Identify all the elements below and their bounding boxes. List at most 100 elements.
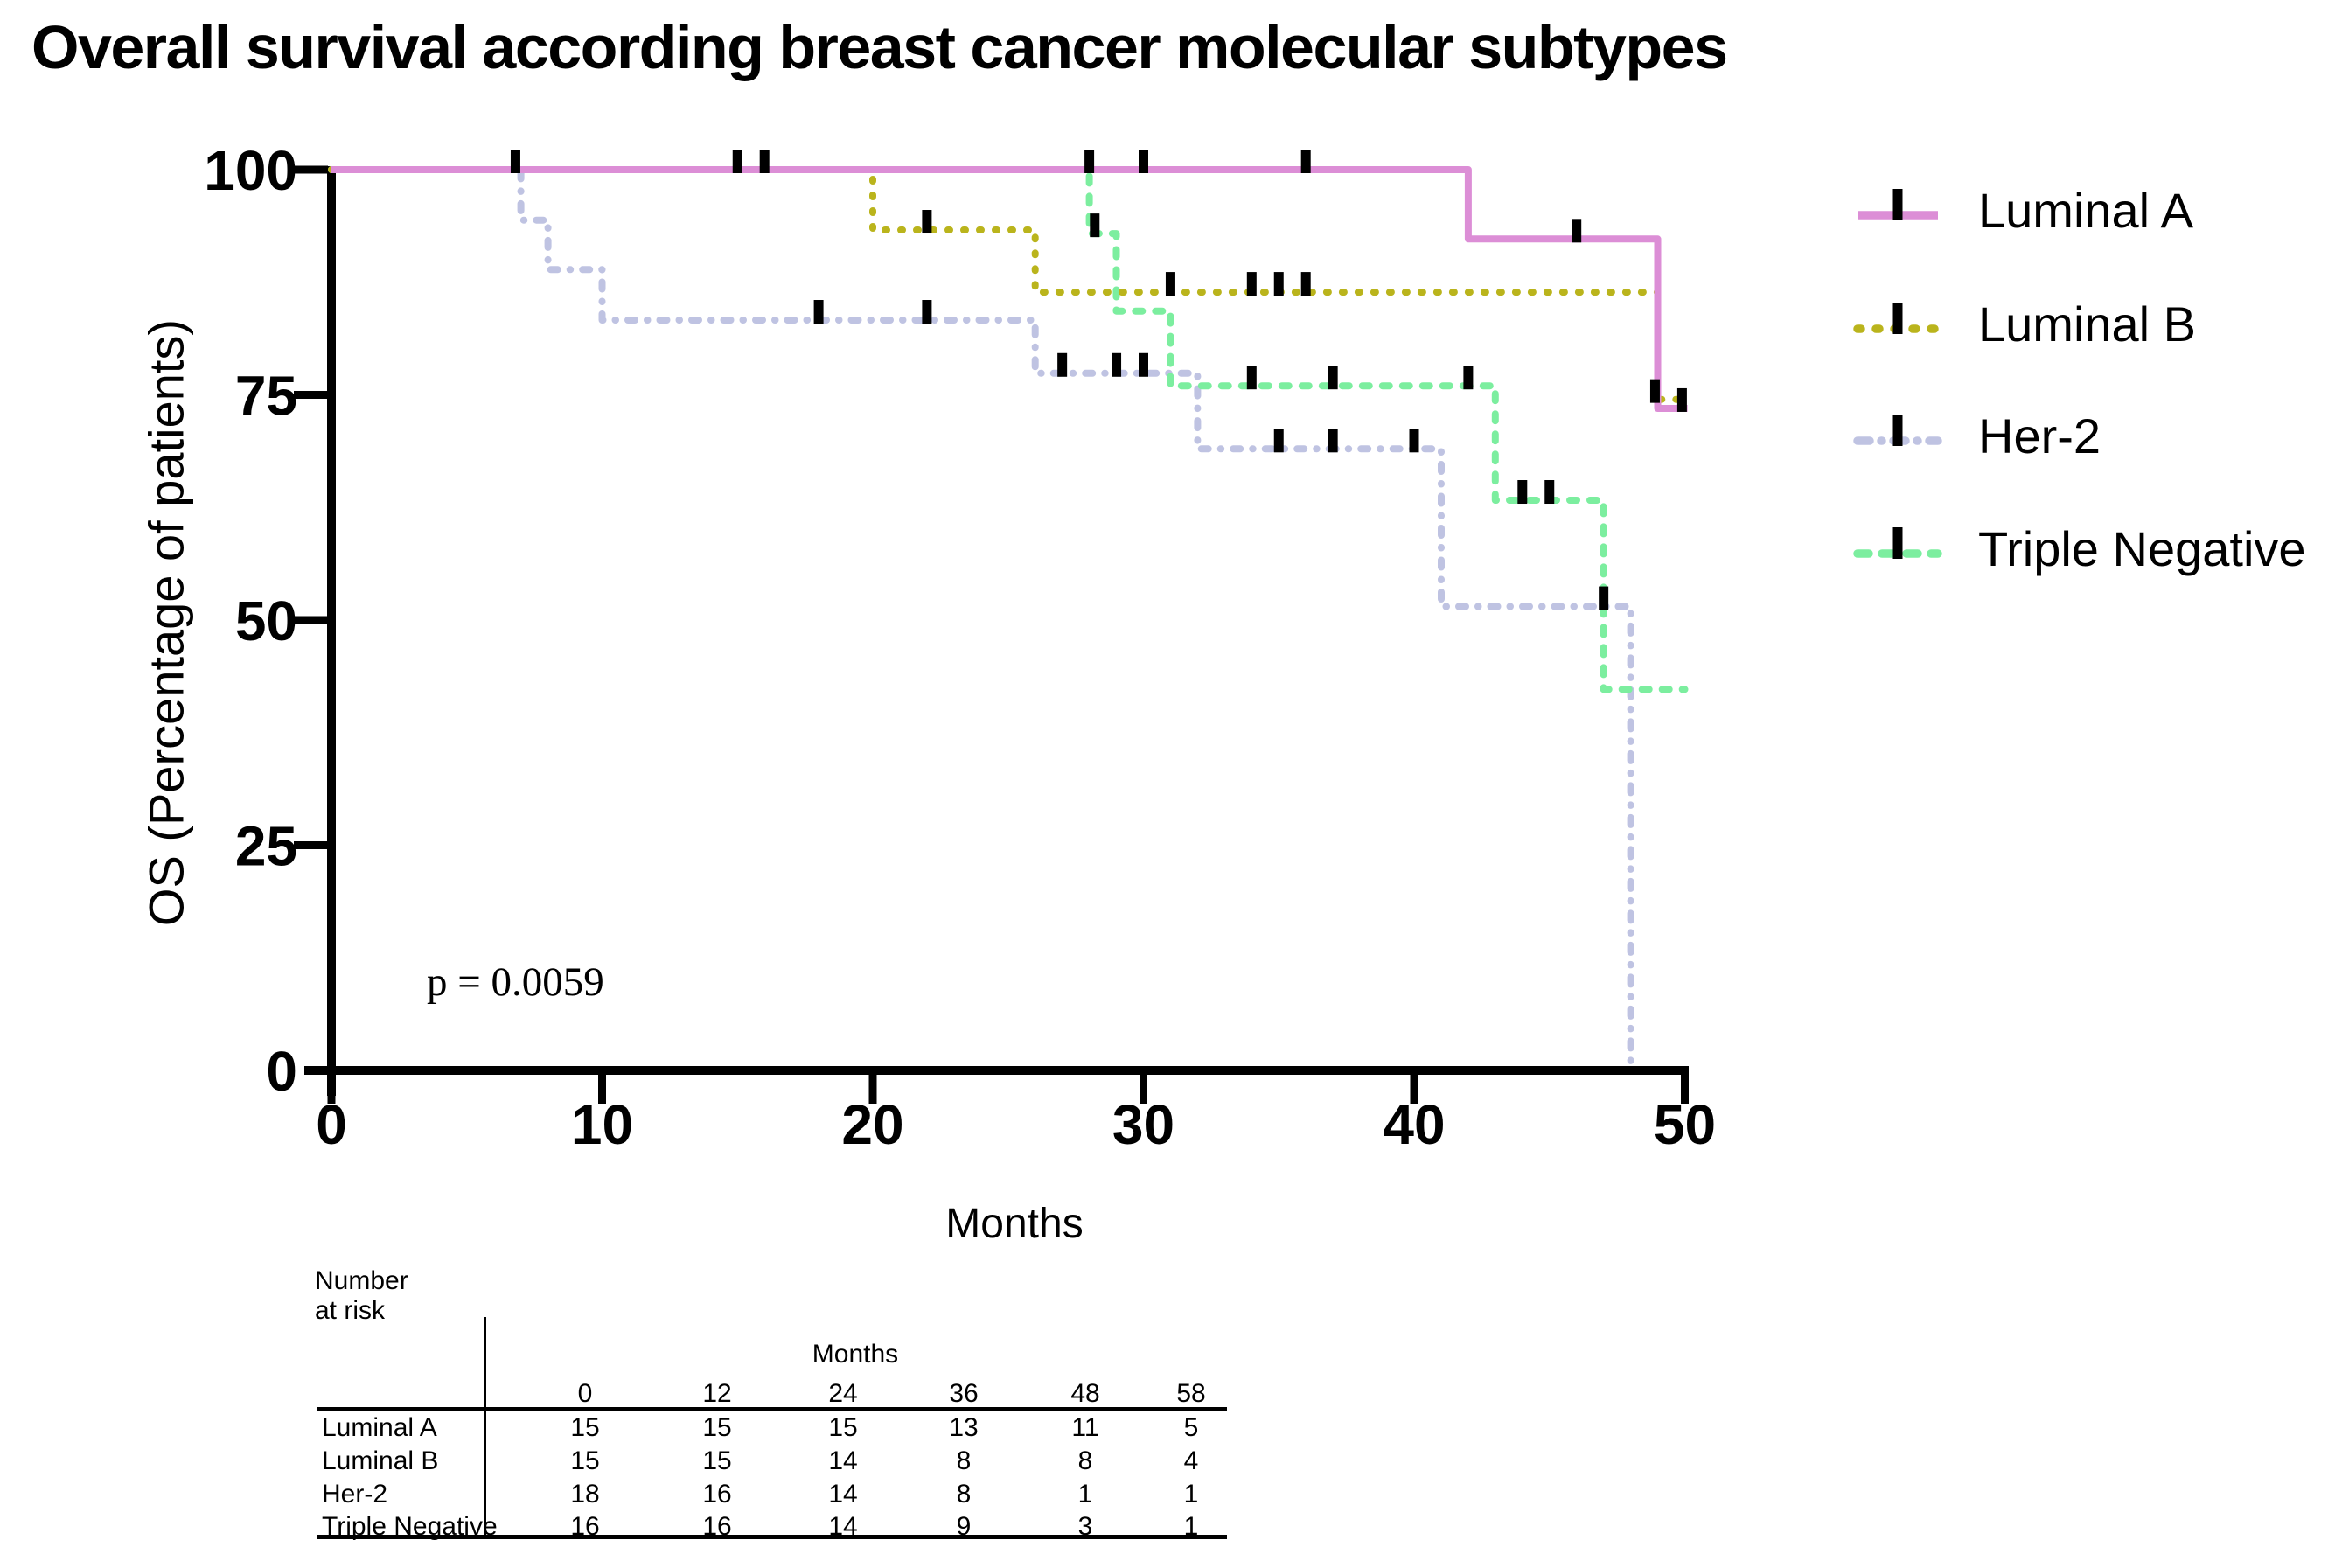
x-axis-title: Months: [945, 1201, 1084, 1247]
legend-censor-tick: [1892, 303, 1903, 334]
risk-cell: 5: [1183, 1413, 1199, 1442]
censor-tick-luminal-b: [1246, 272, 1257, 296]
risk-table-months-header: Months: [812, 1340, 899, 1369]
p-value-annotation: p = 0.0059: [427, 959, 604, 1005]
risk-column-header: 36: [949, 1379, 979, 1408]
y-axis-title: OS (Percentage of patients): [138, 318, 194, 927]
censor-tick-triple-negative: [759, 150, 770, 173]
legend-label: Triple Negative: [1978, 520, 2306, 576]
censor-tick-triple-negative: [732, 150, 742, 173]
censor-tick-luminal-b: [1273, 272, 1284, 296]
censor-tick-her-2: [1599, 586, 1609, 610]
censor-tick-her-2: [1409, 429, 1419, 453]
censor-tick-triple-negative: [1328, 366, 1338, 390]
legend-item-triple-negative: Triple Negative: [1852, 520, 2306, 576]
risk-row-label: Luminal B: [322, 1446, 439, 1475]
legend-label: Luminal A: [1978, 182, 2193, 238]
censor-tick-luminal-a: [1084, 150, 1095, 173]
risk-row-label: Luminal A: [322, 1413, 437, 1442]
risk-column-header: 24: [828, 1379, 858, 1408]
x-tick-label: 0: [316, 1093, 347, 1156]
risk-column-header: 0: [577, 1379, 593, 1408]
risk-cell: 4: [1183, 1446, 1199, 1475]
risk-table-bottom-rule: [317, 1535, 1227, 1539]
censor-tick-her-2: [1328, 429, 1338, 453]
censor-tick-luminal-b: [1300, 272, 1311, 296]
survival-curve-luminal-a: [331, 166, 1688, 412]
risk-column-header: 58: [1176, 1379, 1206, 1408]
risk-cell: 11: [1071, 1413, 1099, 1442]
x-tick-label: 40: [1383, 1093, 1445, 1156]
legend-censor-tick: [1892, 415, 1903, 446]
risk-cell: 15: [702, 1413, 732, 1442]
x-tick-label: 30: [1112, 1093, 1174, 1156]
y-tick-label: 50: [235, 589, 297, 652]
censor-tick-her-2: [922, 300, 932, 324]
risk-cell: 8: [1077, 1446, 1093, 1475]
censor-tick-her-2: [813, 300, 824, 324]
y-tick-label: 75: [235, 365, 297, 428]
legend-item-luminal-b: Luminal B: [1852, 296, 2196, 352]
censor-tick-triple-negative: [1544, 480, 1555, 505]
legend-label: Luminal B: [1978, 296, 2197, 352]
y-tick-label: 25: [235, 815, 297, 878]
censor-tick-her-2: [1112, 352, 1122, 377]
legend-swatch: [1858, 189, 1938, 220]
x-tick-label: 10: [571, 1093, 633, 1156]
y-tick-label: 0: [266, 1040, 297, 1103]
risk-table-title: Number at risk: [315, 1266, 408, 1325]
censor-tick-her-2: [1273, 429, 1284, 453]
censor-tick-luminal-a: [1572, 219, 1582, 243]
risk-cell: 15: [702, 1446, 732, 1475]
risk-table-vertical-rule: [484, 1317, 486, 1537]
legend-item-luminal-a: Luminal A: [1852, 182, 2193, 238]
risk-cell: 8: [956, 1480, 972, 1509]
legend-label: Her-2: [1978, 408, 2101, 463]
censor-tick-luminal-a: [1676, 387, 1687, 412]
risk-cell: 16: [570, 1512, 600, 1541]
risk-cell: 15: [570, 1413, 600, 1442]
risk-cell: 15: [828, 1413, 858, 1442]
censor-tick-triple-negative: [1517, 480, 1528, 505]
risk-cell: 13: [949, 1413, 979, 1442]
risk-cell: 1: [1183, 1512, 1199, 1541]
risk-cell: 1: [1077, 1480, 1093, 1509]
censor-tick-triple-negative: [1090, 213, 1100, 238]
legend-item-her-2: Her-2: [1852, 408, 2101, 463]
risk-cell: 16: [702, 1512, 732, 1541]
censor-tick-luminal-b: [1649, 379, 1660, 403]
risk-cell: 9: [956, 1512, 972, 1541]
censor-tick-luminal-a: [1300, 150, 1311, 173]
risk-table-header-rule: [317, 1407, 1227, 1411]
legend-swatch: [1853, 415, 1942, 446]
y-tick-label: 100: [204, 139, 297, 202]
survival-curve-triple-negative: [328, 166, 1689, 693]
risk-row-label: Triple Negative: [322, 1512, 498, 1541]
risk-column-header: 12: [702, 1379, 732, 1408]
page-title: Overall survival according breast cancer…: [31, 13, 1728, 81]
risk-column-header: 48: [1070, 1379, 1100, 1408]
censor-tick-triple-negative: [1463, 366, 1474, 390]
survival-curve-luminal-b: [328, 166, 1683, 403]
censor-tick-her-2: [1139, 352, 1148, 377]
censor-tick-luminal-b: [922, 210, 932, 234]
risk-cell: 8: [956, 1446, 972, 1475]
risk-cell: 18: [570, 1480, 600, 1509]
censor-tick-triple-negative: [1246, 366, 1257, 390]
legend-swatch: [1853, 303, 1942, 334]
censor-tick-her-2: [1057, 352, 1068, 377]
risk-cell: 14: [828, 1512, 858, 1541]
censor-tick-luminal-a: [1139, 150, 1148, 173]
risk-cell: 14: [828, 1480, 858, 1509]
censor-tick-her-2: [510, 150, 520, 173]
risk-cell: 1: [1183, 1480, 1199, 1509]
risk-cell: 14: [828, 1446, 858, 1475]
survival-curve-her-2: [328, 166, 1634, 1074]
risk-row-label: Her-2: [322, 1480, 388, 1509]
censor-tick-luminal-b: [1165, 272, 1175, 296]
x-tick-label: 50: [1654, 1093, 1716, 1156]
legend-censor-tick: [1892, 189, 1903, 220]
risk-cell: 15: [570, 1446, 600, 1475]
